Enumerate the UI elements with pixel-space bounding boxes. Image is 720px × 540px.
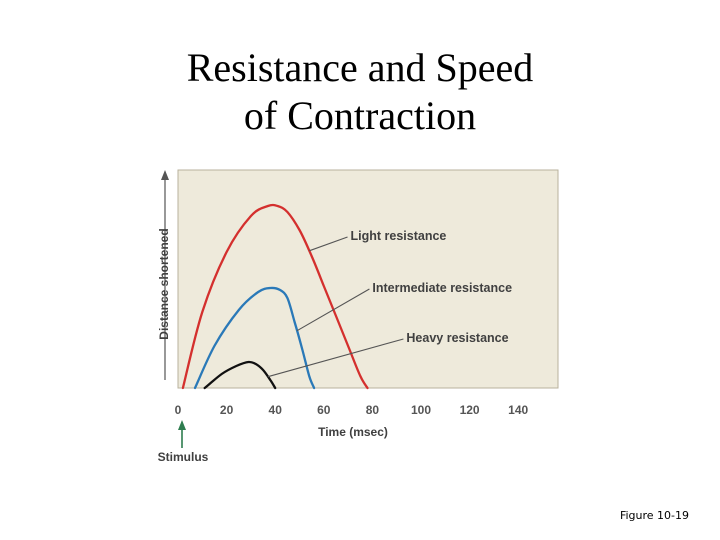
x-tick-label-60: 60 [317,403,331,417]
x-tick-label-40: 40 [269,403,283,417]
plot-background [177,169,559,389]
y-axis-label: Distance shortened [157,228,171,339]
x-axis-ticks: 0 20 40 60 80 100 120 140 [175,403,529,417]
x-tick-label-80: 80 [366,403,380,417]
slide-title-line-1: Resistance and Speed [186,45,534,90]
x-tick-label-20: 20 [220,403,234,417]
slide-title: Resistance and Speed of Contraction [0,44,720,140]
annotation-leader-heavy-resistance [267,338,404,378]
annotation-leader-intermediate-resistance [296,288,370,332]
slide-title-line-2: of Contraction [243,93,477,138]
series-lines [181,203,369,390]
series-line-intermediate-resistance [193,286,316,390]
annotation-leader-light-resistance [309,236,348,252]
x-axis-label: Time (msec) [318,425,388,439]
stimulus-arrow-icon [178,420,186,430]
figure-reference: Figure 10-19 [619,509,689,522]
annotation-label-heavy-resistance: Heavy resistance [406,331,508,345]
stimulus-label: Stimulus [158,450,209,464]
series-line-heavy-resistance [203,360,277,390]
annotation-label-light-resistance: Light resistance [351,229,447,243]
x-tick-label-120: 120 [460,403,480,417]
x-tick-label-140: 140 [508,403,528,417]
x-tick-label-100: 100 [411,403,431,417]
series-line-light-resistance [181,203,369,390]
y-axis-arrow-icon [161,170,169,180]
x-tick-label-0: 0 [175,403,182,417]
annotation-label-intermediate-resistance: Intermediate resistance [372,281,512,295]
series-annotations: Light resistance Intermediate resistance H… [267,229,512,378]
